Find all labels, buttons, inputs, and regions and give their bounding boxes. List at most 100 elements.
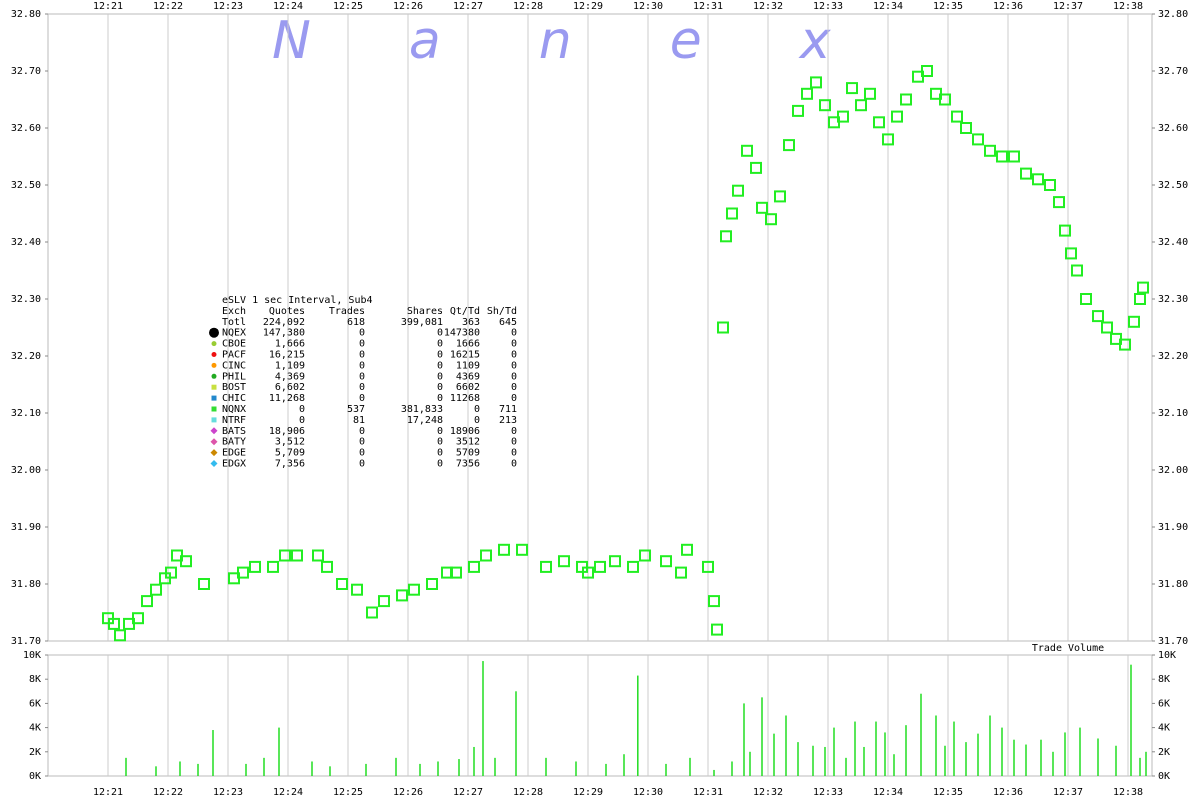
trade-marker	[321, 560, 333, 573]
trade-marker	[837, 110, 849, 123]
y-tick-label: 32.10	[11, 408, 41, 419]
table-cell: 3512	[456, 437, 480, 448]
trade-marker	[675, 566, 687, 579]
x-tick-label: 12:35	[933, 1, 963, 12]
trade-marker	[855, 99, 867, 112]
table-cell: 0	[437, 350, 443, 361]
trade-marker	[237, 566, 249, 579]
table-header: Qt/Td	[450, 306, 480, 317]
trade-marker	[720, 230, 732, 243]
table-cell: 399,081	[401, 317, 443, 328]
trade-marker	[681, 543, 693, 556]
volume-bar	[395, 757, 397, 776]
table-cell: PACF	[222, 350, 246, 361]
trade-marker	[810, 76, 822, 89]
table-cell: 0	[359, 371, 365, 382]
table-cell: 5709	[456, 448, 480, 459]
volume-bar	[1064, 732, 1066, 776]
trade-marker	[1137, 281, 1149, 294]
x-tick-label: 12:32	[753, 1, 783, 12]
table-cell: 537	[347, 404, 365, 415]
table-cell: 81	[353, 415, 365, 426]
table-cell: 4,369	[275, 371, 305, 382]
trade-marker	[498, 543, 510, 556]
table-cell: PHIL	[222, 371, 246, 382]
y-tick-label: 8K	[29, 674, 41, 685]
volume-bar	[545, 757, 547, 776]
volume-bar	[179, 761, 181, 776]
volume-bar	[749, 751, 751, 776]
legend-marker	[211, 362, 217, 368]
trade-marker	[291, 549, 303, 562]
trade-marker	[141, 595, 153, 608]
trade-marker	[1134, 293, 1146, 305]
y-tick-label: 32.70	[1158, 66, 1188, 77]
trade-marker	[1059, 224, 1071, 237]
plot-frame	[47, 654, 1153, 777]
y-tick-label: 0K	[29, 771, 41, 782]
volume-bar	[773, 733, 775, 776]
trade-marker	[873, 116, 885, 129]
x-tick-label: 12:36	[993, 787, 1023, 798]
volume-bar	[920, 693, 922, 776]
trade-marker	[984, 144, 996, 157]
volume-bar	[863, 746, 865, 776]
table-cell: 0	[437, 437, 443, 448]
x-tick-label: 12:21	[93, 1, 123, 12]
trade-marker	[396, 589, 408, 602]
y-tick-label: 4K	[29, 723, 41, 734]
table-cell: 0	[437, 328, 443, 339]
table-cell: 0	[359, 382, 365, 393]
x-tick-label: 12:29	[573, 1, 603, 12]
y-tick-label: 32.40	[1158, 237, 1188, 248]
y-tick-label: 32.20	[11, 351, 41, 362]
volume-bar	[965, 742, 967, 776]
volume-bar	[833, 727, 835, 776]
table-cell: 0	[511, 448, 517, 459]
y-tick-label: 6K	[1158, 698, 1170, 709]
x-tick-label: 12:25	[333, 787, 363, 798]
trade-marker	[609, 555, 621, 568]
y-tick-label: 31.90	[1158, 522, 1188, 533]
trade-marker	[1128, 315, 1140, 328]
trade-marker	[750, 161, 762, 174]
volume-bar	[515, 691, 517, 776]
y-tick-label: 4K	[1158, 723, 1170, 734]
x-tick-label: 12:30	[633, 787, 663, 798]
x-tick-label: 12:23	[213, 1, 243, 12]
table-cell: 1666	[456, 339, 480, 350]
y-tick-label: 10K	[1158, 650, 1176, 661]
trade-marker	[732, 184, 744, 197]
x-tick-label: 12:24	[273, 787, 303, 798]
trade-marker	[1092, 310, 1104, 323]
trade-marker	[717, 321, 729, 334]
trade-marker	[972, 133, 984, 146]
x-tick-label: 12:31	[693, 787, 723, 798]
volume-bar	[473, 746, 475, 776]
y-tick-label: 31.80	[1158, 579, 1188, 590]
table-cell: 3,512	[275, 437, 305, 448]
volume-bar	[1145, 751, 1147, 776]
y-tick-label: 2K	[1158, 747, 1170, 758]
table-cell: 0	[511, 437, 517, 448]
volume-bar	[935, 715, 937, 776]
trade-marker	[450, 566, 462, 579]
volume-bar	[905, 725, 907, 776]
trade-marker	[864, 87, 876, 100]
volume-bar	[797, 742, 799, 776]
trade-marker	[1080, 293, 1092, 305]
table-cell: CINC	[222, 360, 246, 371]
y-tick-label: 32.80	[11, 9, 41, 20]
trade-marker	[426, 578, 438, 590]
trade-marker	[783, 139, 795, 152]
y-tick-label: 0K	[1158, 771, 1170, 782]
trade-marker	[660, 555, 672, 568]
trade-marker	[540, 560, 552, 573]
table-cell: NTRF	[222, 415, 246, 426]
trade-marker	[516, 543, 528, 556]
table-cell: 7,356	[275, 459, 305, 470]
volume-bar	[197, 763, 199, 776]
legend-marker	[211, 395, 217, 401]
table-cell: EDGE	[222, 448, 246, 459]
y-tick-label: 2K	[29, 747, 41, 758]
